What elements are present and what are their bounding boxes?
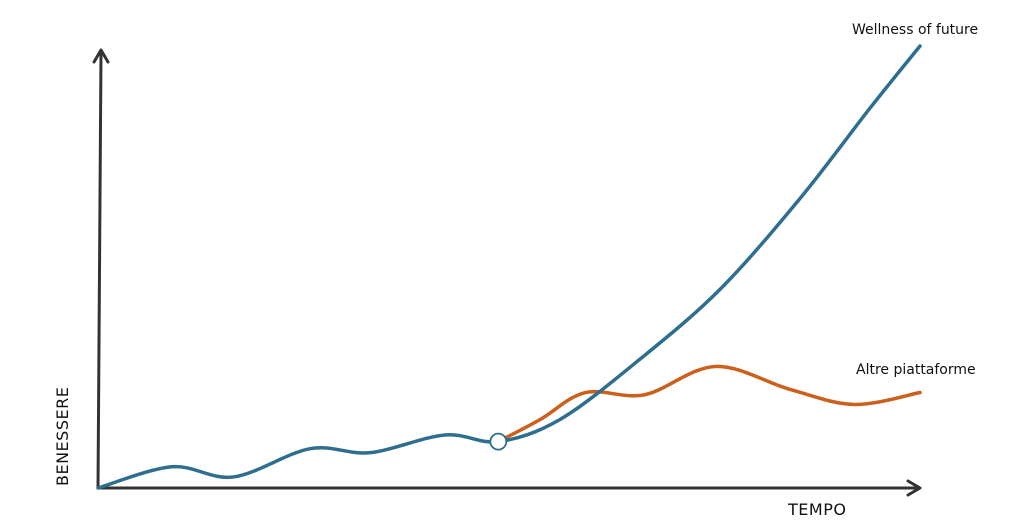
axes [92,48,922,497]
series-line-altre-piattaforme [496,364,922,444]
x-axis-arrow-icon [906,479,922,497]
series-label-wellness: Wellness of future [852,22,978,38]
y-axis [96,51,103,489]
series-line-wellness-of-future [96,44,922,490]
series-label-altre: Altre piattaforme [856,362,976,378]
divergence-point-marker [489,432,508,451]
y-axis-label: BENESSERE [53,387,72,486]
y-axis-arrow-icon [92,48,110,64]
x-axis-label: TEMPO [787,500,846,519]
